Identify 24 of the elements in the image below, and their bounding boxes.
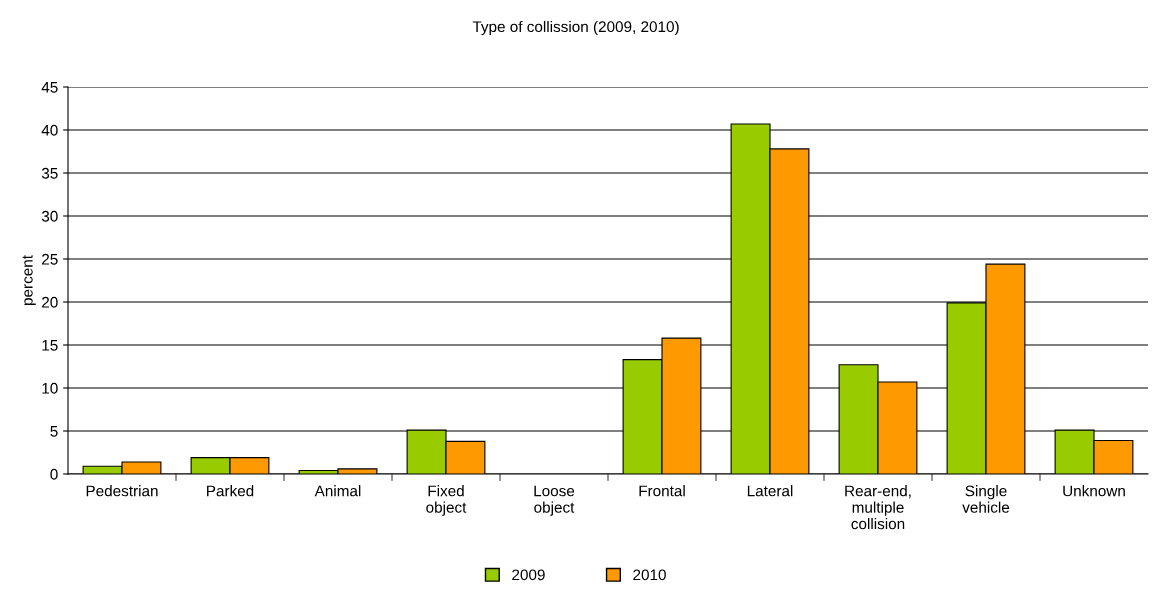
- y-tick-label: 25: [42, 253, 58, 265]
- chart-title: Type of collission (2009, 2010): [472, 20, 679, 36]
- x-tick-label: Animal: [314, 485, 361, 497]
- x-tick-label: Single vehicle: [962, 485, 1010, 513]
- x-tick-label: Rear-end, multiple collision: [845, 485, 911, 530]
- y-tick-label: 45: [41, 82, 58, 93]
- y-axis-title: percent: [22, 255, 36, 305]
- legend-label: 2009: [512, 569, 545, 581]
- x-tick-label: Lateral: [747, 485, 793, 497]
- y-tick-label: 20: [42, 296, 58, 308]
- y-tick-label: 10: [42, 382, 58, 394]
- x-tick-label: Unknown: [1063, 485, 1125, 497]
- legend-label: 2010: [633, 569, 666, 581]
- y-tick-label: 0: [50, 468, 58, 480]
- x-tick-label: Pedestrian: [86, 485, 158, 497]
- x-tick-label: Parked: [207, 485, 254, 497]
- y-tick-label: 15: [42, 340, 58, 351]
- x-tick-label: Fixed object: [426, 485, 467, 516]
- y-tick-label: 35: [41, 167, 58, 179]
- y-tick-label: 40: [41, 124, 58, 136]
- x-tick-label: Frontal: [639, 485, 685, 497]
- y-tick-label: 5: [50, 426, 58, 437]
- y-tick-label: 30: [41, 210, 58, 222]
- x-tick-label: Loose object: [534, 485, 575, 516]
